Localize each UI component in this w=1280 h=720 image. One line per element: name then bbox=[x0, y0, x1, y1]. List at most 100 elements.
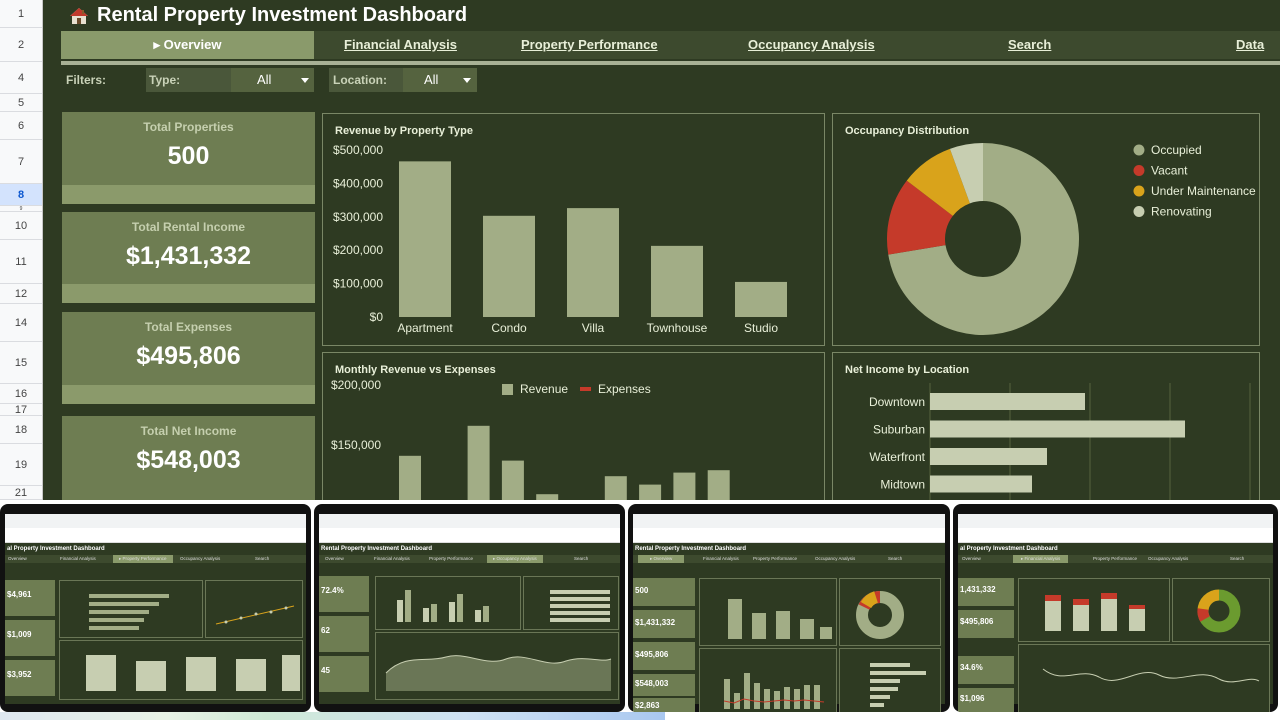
occupancy-distribution-chart[interactable]: Occupancy Distribution Occupied Vacant Und… bbox=[832, 113, 1260, 346]
type-filter-dropdown[interactable] bbox=[231, 68, 314, 92]
legend-label: Renovating bbox=[1151, 205, 1212, 219]
y-tick-label: $100,000 bbox=[333, 277, 383, 291]
bar bbox=[501, 460, 524, 511]
bar bbox=[930, 448, 1047, 465]
thumb-kpi: 72.4% bbox=[321, 586, 344, 595]
kpi-footer bbox=[62, 185, 315, 204]
row-number[interactable]: 16 bbox=[0, 384, 42, 404]
thumbnail-title: al Property Investment Dashboard bbox=[960, 546, 1058, 552]
row-number[interactable]: 21 bbox=[0, 486, 42, 500]
bar bbox=[399, 161, 451, 317]
bar bbox=[567, 208, 619, 317]
row-number[interactable]: 14 bbox=[0, 304, 42, 342]
thumb-tab: Financial Analysis bbox=[60, 556, 96, 561]
thumb-tab: ▸ Property Performance bbox=[113, 555, 173, 563]
y-tick-label: Suburban bbox=[873, 423, 925, 437]
kpi-value: $1,431,332 bbox=[125, 242, 252, 270]
dashboard-sheet: Rental Property Investment Dashboard ▸ O… bbox=[43, 0, 1280, 512]
row-number[interactable]: 9 bbox=[0, 206, 42, 212]
chart-title: Net Income by Location bbox=[845, 364, 970, 376]
chevron-down-icon[interactable] bbox=[463, 78, 471, 83]
row-number-selected[interactable]: 8 bbox=[0, 184, 42, 206]
net-income-svg: Downtown Suburban Waterfront Midtown bbox=[869, 383, 1251, 511]
row-number[interactable]: 4 bbox=[0, 62, 42, 94]
bar bbox=[467, 425, 490, 511]
thumb-kpi: $495,806 bbox=[960, 617, 994, 626]
tab-property-performance[interactable]: Property Performance bbox=[521, 37, 658, 52]
monthly-revenue-expenses-chart[interactable]: Monthly Revenue vs Expenses Revenue Expen… bbox=[322, 352, 825, 512]
type-filter-label: Type: bbox=[149, 73, 181, 87]
screenshot-thumbnails: al Property Investment Dashboard Overvie… bbox=[0, 500, 1280, 720]
thumb-kpi: $495,806 bbox=[635, 650, 669, 659]
chevron-down-icon[interactable] bbox=[301, 78, 309, 83]
thumb-kpi: 1,431,332 bbox=[960, 585, 996, 594]
kpi-total-rental-income: Total Rental Income $1,431,332 bbox=[62, 212, 315, 303]
kpi-total-net-income: Total Net Income $548,003 bbox=[62, 416, 315, 500]
tab-financial-analysis[interactable]: Financial Analysis bbox=[344, 37, 457, 52]
row-number[interactable]: 18 bbox=[0, 416, 42, 444]
legend-marker bbox=[1133, 165, 1145, 176]
row-number[interactable]: 12 bbox=[0, 284, 42, 304]
legend-label: Under Maintenance bbox=[1151, 184, 1256, 198]
row-number-gutter: 1 2 4 5 6 7 8 9 10 11 12 14 15 16 17 18 … bbox=[0, 0, 43, 500]
thumbnail-title: Rental Property Investment Dashboard bbox=[635, 546, 747, 552]
tab-overview[interactable]: ▸ Overview bbox=[61, 31, 314, 59]
row-number[interactable]: 19 bbox=[0, 444, 42, 486]
tab-data[interactable]: Data bbox=[1236, 37, 1265, 52]
x-tick-label: Villa bbox=[582, 321, 605, 335]
slice bbox=[949, 143, 983, 204]
chart-title: Occupancy Distribution bbox=[845, 125, 970, 137]
bar bbox=[735, 281, 787, 317]
revenue-by-type-svg: $0 $100,000 $200,000 $300,000 $400,000 $500,0… bbox=[333, 143, 787, 335]
type-filter-value[interactable]: All bbox=[257, 72, 272, 87]
thumb-kpi: $548,003 bbox=[635, 679, 669, 688]
thumb-tab: ▸ Financial Analysis bbox=[1013, 555, 1069, 563]
thumb-tab: Search bbox=[888, 556, 903, 561]
tab-occupancy-analysis[interactable]: Occupancy Analysis bbox=[748, 37, 875, 52]
legend-label: Occupied bbox=[1151, 143, 1202, 157]
row-number[interactable]: 1 bbox=[0, 0, 42, 28]
bar bbox=[483, 215, 535, 317]
row-number[interactable]: 11 bbox=[0, 240, 42, 284]
thumb-tab: Search bbox=[1230, 556, 1245, 561]
house-icon bbox=[69, 7, 89, 25]
tab-search[interactable]: Search bbox=[1008, 37, 1052, 52]
location-filter-value[interactable]: All bbox=[424, 72, 439, 87]
legend-marker bbox=[502, 384, 513, 395]
thumb-kpi: 34.6% bbox=[960, 663, 983, 672]
y-tick-label: Midtown bbox=[880, 478, 925, 492]
row-number[interactable]: 6 bbox=[0, 112, 42, 140]
thumbnail-overview[interactable]: Rental Property Investment Dashboard ▸ O… bbox=[628, 504, 950, 712]
row-number[interactable]: 17 bbox=[0, 404, 42, 416]
kpi-label: Total Expenses bbox=[144, 320, 233, 334]
row-number[interactable]: 5 bbox=[0, 94, 42, 112]
row-number[interactable]: 7 bbox=[0, 140, 42, 184]
thumb-tab: Property Performance bbox=[753, 556, 798, 561]
y-tick-label: Waterfront bbox=[869, 450, 925, 464]
thumb-tab: Occupancy Analysis bbox=[815, 556, 856, 561]
net-income-by-location-chart[interactable]: Net Income by Location Downtown Suburban W… bbox=[832, 352, 1260, 512]
thumbnail-financial-analysis[interactable]: al Property Investment Dashboard Overvie… bbox=[953, 504, 1278, 712]
revenue-by-type-chart[interactable]: Revenue by Property Type $0 $100,000 $200,… bbox=[322, 113, 825, 346]
bar bbox=[399, 455, 421, 511]
y-tick-label: $200,000 bbox=[331, 378, 381, 392]
slice bbox=[887, 180, 953, 255]
thumb-kpi: 62 bbox=[321, 626, 330, 635]
kpi-footer bbox=[62, 284, 315, 303]
y-tick-label: $300,000 bbox=[333, 210, 383, 224]
x-tick-label: Townhouse bbox=[647, 321, 708, 335]
thumbnail-property-performance[interactable]: al Property Investment Dashboard Overvie… bbox=[0, 504, 311, 712]
thumb-kpi: 500 bbox=[635, 586, 649, 595]
row-number[interactable]: 15 bbox=[0, 342, 42, 384]
kpi-footer bbox=[62, 385, 315, 404]
bar bbox=[930, 393, 1085, 410]
thumb-kpi: $1,431,332 bbox=[635, 618, 676, 627]
thumbnail-occupancy-analysis[interactable]: Rental Property Investment Dashboard Ove… bbox=[314, 504, 625, 712]
thumb-tab: ▸ Overview bbox=[638, 555, 685, 563]
y-tick-label: $150,000 bbox=[331, 438, 381, 452]
row-number[interactable]: 2 bbox=[0, 28, 42, 62]
row-number[interactable]: 10 bbox=[0, 212, 42, 240]
kpi-total-expenses: Total Expenses $495,806 bbox=[62, 312, 315, 404]
y-tick-label: Downtown bbox=[869, 395, 925, 409]
thumb-tab: ▸ Occupancy Analysis bbox=[487, 555, 543, 563]
